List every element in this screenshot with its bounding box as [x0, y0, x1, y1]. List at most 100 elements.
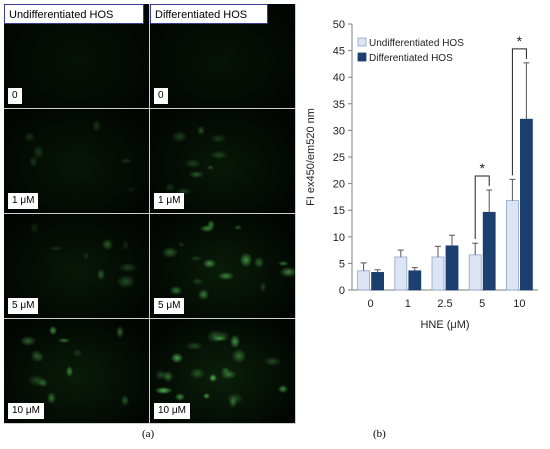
fluorescent-cell	[184, 159, 202, 169]
fluorescent-cell	[91, 119, 102, 132]
fluorescent-cell	[186, 342, 203, 351]
fluorescent-cell	[206, 330, 225, 343]
fluorescent-cell	[226, 392, 243, 405]
micrograph-tile: 5 μM	[4, 214, 150, 319]
fluorescent-cell	[210, 151, 228, 160]
fluorescent-cell	[259, 282, 266, 293]
fluorescent-cell	[233, 225, 242, 231]
micrograph-tile: 10 μM	[150, 319, 296, 424]
fluorescent-cell	[207, 219, 215, 229]
dose-label: 0	[154, 88, 168, 104]
legend-label: Undifferentiated HOS	[369, 38, 464, 49]
dose-label: 1 μM	[8, 193, 39, 209]
fluorescent-cell	[178, 241, 186, 248]
fluorescent-cell	[101, 239, 113, 251]
bar-differentiated	[408, 270, 422, 291]
dose-label: 1 μM	[154, 193, 185, 209]
fluorescent-cell	[48, 325, 58, 336]
dose-label: 5 μM	[154, 298, 185, 314]
caption-b: (b)	[373, 428, 386, 440]
y-tick-label: 40	[333, 72, 345, 84]
x-tick-label: 5	[479, 298, 485, 310]
fluorescent-cell	[120, 395, 130, 406]
fluorescent-cell	[127, 186, 136, 193]
fluorescent-cell	[220, 366, 231, 374]
fluorescent-cell	[221, 369, 237, 380]
fluorescent-cell	[28, 374, 47, 386]
dose-label: 10 μM	[8, 403, 44, 419]
significance-star: *	[517, 33, 523, 49]
micrograph-tile: 1 μM	[150, 109, 296, 214]
fluorescent-cell	[202, 393, 210, 400]
fluorescent-cell	[116, 326, 124, 338]
fluorescent-cell	[119, 158, 132, 164]
fluorescent-cell	[196, 125, 206, 136]
bar-undifferentiated	[394, 256, 408, 291]
x-tick-label: 10	[513, 298, 525, 310]
fluorescent-cell	[155, 387, 172, 394]
y-tick-label: 30	[333, 125, 345, 137]
fluorescent-cell	[155, 370, 168, 380]
header-differentiated: Differentiated HOS	[150, 4, 268, 24]
micrograph-tile: 1 μM	[4, 109, 150, 214]
bar-differentiated	[519, 118, 533, 291]
significance-star: *	[479, 160, 485, 176]
significance-bracket	[474, 175, 490, 240]
fluorescent-cell	[231, 349, 247, 363]
x-tick-label: 2.5	[437, 298, 452, 310]
fluorescent-cell	[170, 353, 184, 364]
y-tick-label: 10	[333, 232, 345, 244]
fluorescent-cell	[170, 286, 183, 296]
fluorescent-cell	[172, 130, 188, 142]
fluorescent-cell	[277, 260, 289, 267]
bar-undifferentiated	[468, 254, 482, 291]
fluorescent-cell	[190, 255, 203, 262]
fluorescent-cell	[19, 336, 37, 347]
y-axis-label: FI ex450/em520 nm	[305, 108, 317, 206]
fluorescent-cell	[189, 367, 206, 380]
x-tick-label: 0	[368, 298, 374, 310]
y-tick-label: 45	[333, 46, 345, 58]
header-undifferentiated: Undifferentiated HOS	[4, 4, 144, 24]
x-tick-label: 1	[405, 298, 411, 310]
fluorescent-cell	[73, 348, 83, 358]
bar-undifferentiated	[357, 270, 370, 291]
fluorescent-cell	[165, 183, 176, 192]
fluorescent-cell	[200, 224, 214, 233]
fluorescent-cell	[121, 238, 130, 251]
fluorescent-cell	[175, 393, 186, 401]
fluorescent-cell	[206, 165, 215, 171]
fluorescent-cell	[117, 275, 136, 289]
y-tick-label: 25	[333, 152, 345, 164]
fluorescent-cell	[189, 171, 204, 178]
bar-undifferentiated	[505, 200, 519, 291]
fluorescent-cell	[213, 335, 226, 342]
fluorescent-cell	[28, 156, 38, 168]
fluorescent-cell	[209, 374, 217, 383]
fluorescent-cell	[253, 256, 265, 269]
bar-chart: 0 5 10 15 20 25 30 35 40 45 50 FI ex450/em520 nm 0 1 2…	[305, 19, 538, 331]
fluorescent-cell	[31, 349, 43, 363]
dose-label: 10 μM	[154, 403, 190, 419]
y-tick-label: 35	[333, 99, 345, 111]
fluorescent-cell	[216, 330, 230, 342]
fluorescent-cell	[82, 252, 89, 261]
fluorescent-cell	[176, 187, 191, 196]
fluorescent-cell	[23, 132, 36, 143]
y-tick-label: 50	[333, 19, 345, 31]
fluorescent-cell	[118, 263, 137, 273]
fluorescent-cell	[217, 271, 235, 281]
micrograph-tile: 10 μM	[4, 319, 150, 424]
fluorescent-cell	[30, 221, 39, 235]
fluorescent-cell	[278, 385, 289, 394]
y-tick-label: 15	[333, 205, 345, 217]
y-tick-label: 0	[339, 285, 345, 297]
fluorescent-cell	[197, 288, 209, 301]
fluorescent-cell	[230, 334, 240, 349]
legend-swatch	[357, 52, 367, 62]
dose-label: 5 μM	[8, 298, 39, 314]
caption-a: (a)	[142, 428, 155, 440]
fluorescent-cell	[58, 337, 71, 344]
fluorescent-cell	[96, 268, 105, 280]
fluorescent-cell	[240, 253, 253, 267]
